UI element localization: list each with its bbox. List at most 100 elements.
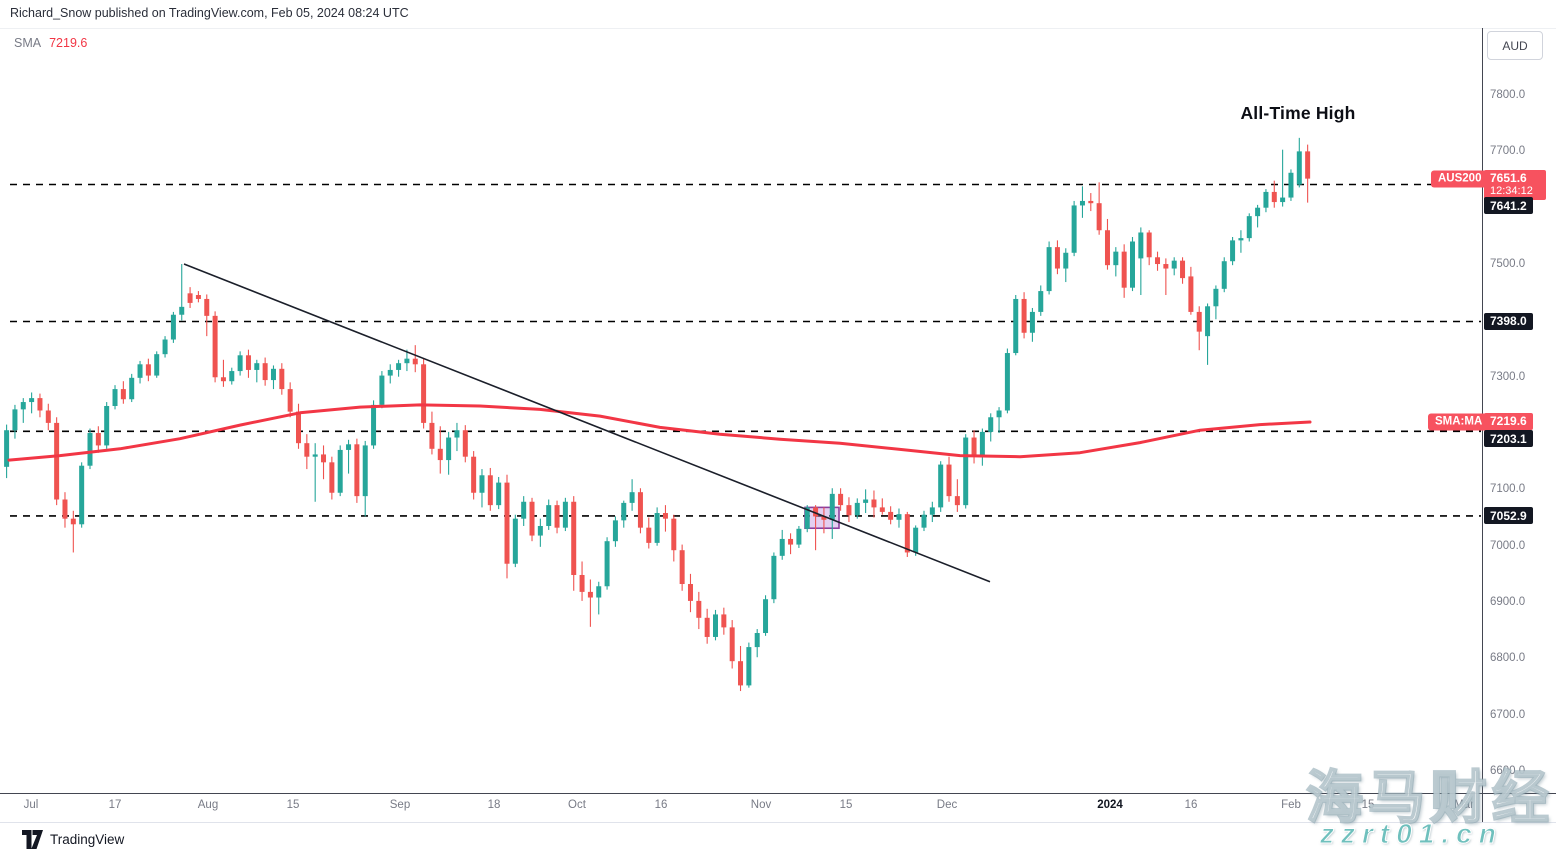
candle-body xyxy=(1296,151,1302,185)
candle-body xyxy=(154,354,160,376)
watermark-url: zzrt01.cn xyxy=(1320,818,1503,850)
tradingview-brand-text: TradingView xyxy=(50,832,125,847)
candle-body xyxy=(796,528,802,545)
candle-body xyxy=(562,501,568,528)
candle-body xyxy=(863,499,869,503)
candle-body xyxy=(95,433,101,446)
candle-body xyxy=(637,492,643,528)
candle-body xyxy=(412,358,418,365)
candle-body xyxy=(1013,298,1019,354)
candle-body xyxy=(896,514,902,520)
candle-body xyxy=(346,444,352,450)
candle-body xyxy=(1213,288,1219,307)
candle-body xyxy=(1271,191,1277,203)
candle-body xyxy=(729,627,735,662)
candle-body xyxy=(679,550,685,585)
candle-body xyxy=(1263,191,1269,208)
candle-body xyxy=(988,417,994,432)
candle-body xyxy=(195,295,201,299)
candle-body xyxy=(612,520,618,542)
watermark-chinese: 海马财经 xyxy=(1305,765,1554,831)
candle-body xyxy=(421,364,427,423)
candle-body xyxy=(287,389,293,412)
candle-body xyxy=(329,462,335,493)
candle-body xyxy=(129,377,135,400)
candle-body xyxy=(362,445,368,497)
candle-body xyxy=(254,363,260,370)
candle-body xyxy=(696,600,702,618)
candle-body xyxy=(571,501,577,575)
candle-body xyxy=(87,433,93,466)
level-badge-7398: 7398.0 xyxy=(1484,312,1533,330)
descending-trendline[interactable] xyxy=(183,263,991,583)
candle-body xyxy=(454,430,460,438)
candle-body xyxy=(738,661,744,686)
candle-body xyxy=(529,501,535,536)
candle-body xyxy=(1163,264,1169,269)
candle-body xyxy=(262,363,268,381)
candle-body xyxy=(671,518,677,551)
time-tick-label: 15 xyxy=(839,799,853,811)
bar-countdown: 12:34:12 xyxy=(1490,185,1533,198)
time-tick-label: Jul xyxy=(23,799,39,811)
candle-body xyxy=(587,591,593,598)
candle-body xyxy=(1046,247,1052,292)
candle-body xyxy=(621,502,627,521)
price-tick-label: 7100.0 xyxy=(1490,483,1526,496)
sma-line[interactable] xyxy=(7,403,1312,462)
candle-body xyxy=(687,584,693,601)
candle-body xyxy=(521,501,527,519)
price-tick-label: 6900.0 xyxy=(1490,596,1526,609)
tradingview-attribution[interactable]: TradingView xyxy=(22,830,124,849)
candle-body xyxy=(304,443,310,457)
price-tick-label: 6600.0 xyxy=(1490,765,1526,778)
candle-body xyxy=(12,409,18,431)
candle-body xyxy=(145,364,151,376)
candle-body xyxy=(312,454,318,457)
indicator-name: SMA xyxy=(14,36,42,50)
candle-body xyxy=(120,389,126,400)
candle-body xyxy=(646,527,652,543)
candle-body xyxy=(979,431,985,457)
candle-body xyxy=(1155,257,1161,265)
candle-body xyxy=(245,355,251,370)
time-tick-label: Feb xyxy=(1281,799,1301,811)
candle-body xyxy=(20,402,26,410)
time-tick-label: Sep xyxy=(389,799,411,811)
level-badge-7641: 7641.2 xyxy=(1484,197,1533,215)
candle-body xyxy=(37,398,43,411)
candle-body xyxy=(512,518,518,564)
candle-body xyxy=(596,586,602,598)
candle-body xyxy=(662,513,668,519)
candle-body xyxy=(62,499,68,519)
candle-body xyxy=(838,493,844,506)
aus200-price-tag: AUS200 xyxy=(1431,170,1489,188)
candle-body xyxy=(879,507,885,512)
currency-button[interactable]: AUD xyxy=(1487,31,1543,60)
candle-body xyxy=(721,614,727,628)
candle-body xyxy=(1246,216,1252,239)
time-tick-label: Dec xyxy=(936,799,958,811)
candle-body xyxy=(1004,353,1010,411)
candle-body xyxy=(321,454,327,463)
candle-body xyxy=(70,518,76,525)
candle-body xyxy=(1280,197,1286,203)
candle-body xyxy=(296,411,301,444)
candle-body xyxy=(279,368,285,390)
candle-body xyxy=(1063,252,1069,269)
candle-body xyxy=(379,375,385,405)
candle-body xyxy=(929,507,935,515)
candle-body xyxy=(963,437,969,506)
time-tick-label: 15 xyxy=(1361,799,1375,811)
sma-value-badge: 7219.6 xyxy=(1484,413,1533,431)
candle-body xyxy=(537,525,543,536)
level-badge-7203: 7203.1 xyxy=(1484,430,1533,448)
candle-body xyxy=(754,633,760,648)
price-tick-label: 7000.0 xyxy=(1490,539,1526,552)
candle-body xyxy=(654,513,660,543)
candle-body xyxy=(45,410,51,423)
price-tick-label: 6700.0 xyxy=(1490,708,1526,721)
indicator-legend[interactable]: SMA 7219.6 xyxy=(14,36,87,50)
